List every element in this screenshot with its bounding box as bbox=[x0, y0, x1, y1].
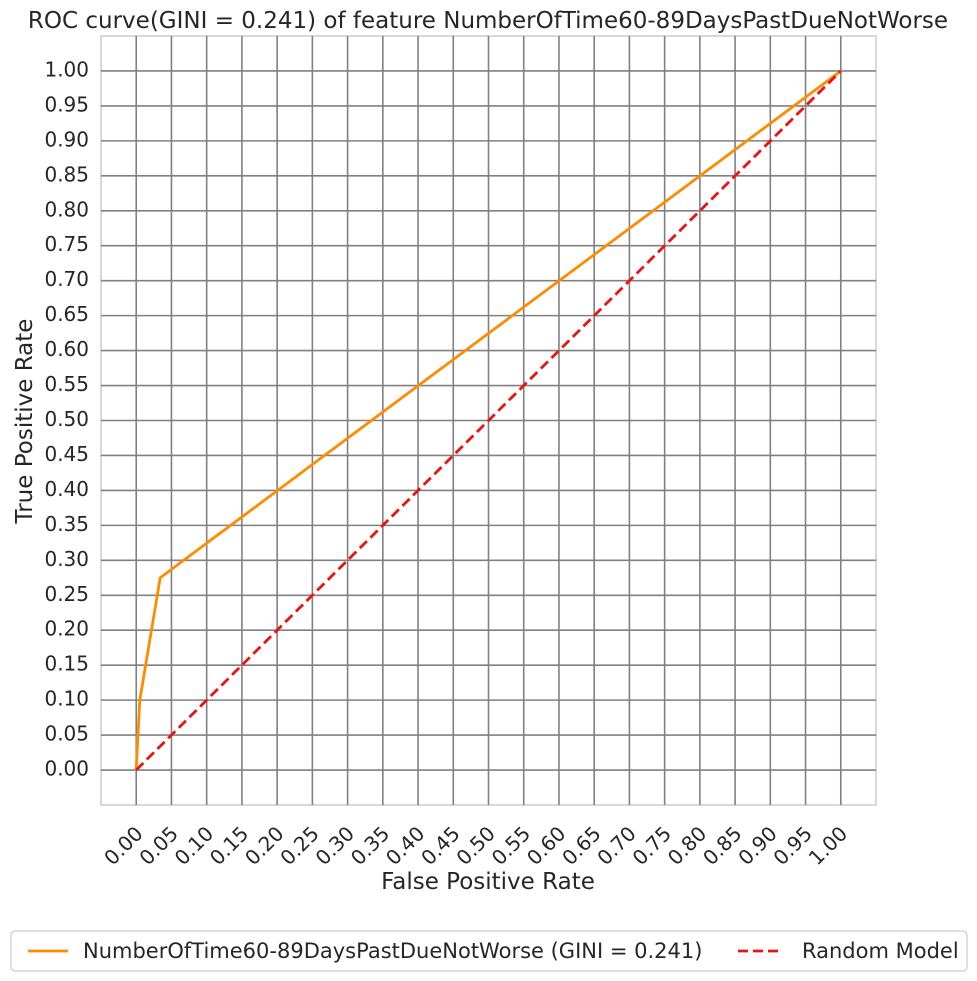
y-tick-label: 0.45 bbox=[44, 442, 89, 466]
series-line-1 bbox=[135, 70, 842, 771]
x-axis-title: False Positive Rate bbox=[381, 869, 595, 895]
y-tick-label: 0.95 bbox=[44, 92, 89, 116]
y-tick-label: 0.85 bbox=[44, 162, 89, 186]
y-tick-label: 1.00 bbox=[44, 57, 89, 81]
y-tick-label: 0.75 bbox=[44, 232, 89, 256]
y-tick-label: 0.00 bbox=[44, 757, 89, 781]
y-tick-label: 0.20 bbox=[44, 617, 89, 641]
chart-title: ROC curve(GINI = 0.241) of feature Numbe… bbox=[28, 8, 948, 34]
y-tick-label: 0.35 bbox=[44, 512, 89, 536]
y-tick-label: 0.90 bbox=[44, 127, 89, 151]
y-axis-title: True Positive Rate bbox=[12, 319, 38, 525]
y-tick-label: 0.55 bbox=[44, 372, 89, 396]
y-tick-label: 0.30 bbox=[44, 547, 89, 571]
y-tick-label: 0.60 bbox=[44, 337, 89, 361]
x-tick-label: 1.00 bbox=[804, 821, 852, 869]
plot-area: 0.00 0.05 0.10 0.15 0.20 0.25 0.30 0.35 0.40 0.45… bbox=[44, 35, 877, 870]
legend-label-1: Random Model bbox=[802, 939, 959, 963]
y-tick-label: 0.80 bbox=[44, 197, 89, 221]
y-tick-label: 0.25 bbox=[44, 582, 89, 606]
legend-box bbox=[10, 930, 968, 972]
legend-label-0: NumberOfTime60-89DaysPastDueNotWorse (GI… bbox=[83, 939, 702, 963]
y-tick-label: 0.15 bbox=[44, 652, 89, 676]
y-tick-label: 0.05 bbox=[44, 722, 89, 746]
y-tick-label: 0.50 bbox=[44, 407, 89, 431]
series-line-0 bbox=[134, 69, 842, 771]
y-tick-label: 0.10 bbox=[44, 687, 89, 711]
legend: NumberOfTime60-89DaysPastDueNotWorse (GI… bbox=[10, 930, 968, 972]
y-tick-label: 0.40 bbox=[44, 477, 89, 501]
y-tick-label: 0.70 bbox=[44, 267, 89, 291]
y-tick-label: 0.65 bbox=[44, 302, 89, 326]
